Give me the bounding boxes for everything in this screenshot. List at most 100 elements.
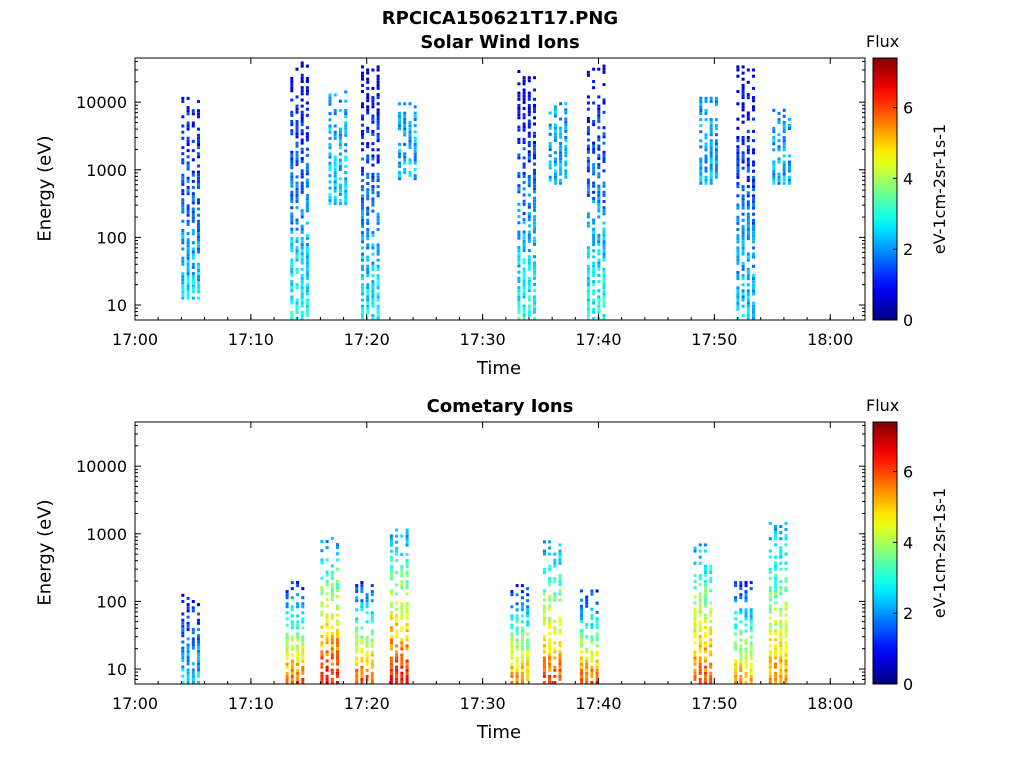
flux-bin [290,626,294,630]
flux-bin [559,169,563,173]
flux-burst [285,581,305,684]
flux-bin [602,157,606,160]
flux-bin [197,152,200,156]
flux-bin [698,604,702,608]
flux-bin [592,150,596,154]
flux-bin [597,107,601,111]
flux-bin [186,106,190,110]
flux-bin [739,647,743,651]
flux-bin [398,155,401,159]
flux-bin [734,665,738,669]
flux-bin [693,580,697,584]
flux-bin [779,589,783,593]
flux-bin [300,129,304,133]
flux-bin [413,174,417,178]
flux-bin [752,200,755,204]
flux-bin [526,632,530,636]
flux-bin [320,589,324,592]
flux-bin [779,647,783,651]
flux-bin [366,292,370,296]
flux-bin [361,255,364,259]
flux-bin [328,143,332,147]
flux-bin [395,540,399,544]
flux-bin [741,218,745,222]
flux-bin [360,681,364,684]
flux-bin [186,596,190,600]
flux-bin [360,650,364,654]
flux-bin [527,76,531,80]
flux-bin [191,281,195,285]
flux-bin [741,261,745,265]
flux-bin [338,143,342,147]
flux-bin [400,641,404,645]
flux-bin [333,133,337,137]
flux-bin [585,598,589,602]
flux-bin [585,623,589,627]
flux-bin [746,157,750,161]
flux-bin [749,626,753,630]
flux-bin [336,589,339,592]
flux-bin [290,261,294,265]
flux-bin [328,192,332,196]
flux-bin [734,678,738,681]
flux-bin [772,181,776,185]
flux-bin [520,614,524,618]
flux-bin [398,161,401,165]
flux-bin [693,610,697,614]
flux-bin [787,163,791,167]
flux-bin [602,126,606,130]
flux-bin [590,592,594,596]
flux-bin [295,184,299,188]
flux-bin [389,656,393,660]
flux-bin [586,317,590,320]
flux-bin [305,203,309,207]
flux-bin [300,147,304,151]
flux-bin [191,247,195,251]
flux-bin [526,656,530,660]
flux-bin [361,221,364,225]
flux-bin [772,178,776,182]
flux-bin [403,121,407,124]
flux-bin [376,194,380,198]
flux-bin [520,596,524,600]
flux-bin [597,267,601,271]
flux-bin [370,599,374,603]
flux-bin [365,638,369,642]
flux-bin [564,160,568,164]
flux-bin [186,253,190,257]
flux-bin [709,671,713,675]
flux-bin [704,145,708,149]
flux-burst [768,521,788,684]
flux-bin [564,111,568,115]
flux-bin [371,261,375,265]
flux-bin [300,157,304,160]
flux-burst [181,593,200,684]
flux-bin [752,274,755,278]
flux-bin [366,283,370,287]
flux-bin [361,129,364,133]
flux-bin [699,163,703,167]
flux-bin [197,244,200,248]
flux-bin [527,276,531,280]
x-tick-label: 17:40 [575,694,621,713]
flux-bin [736,151,740,155]
flux-bin [533,122,536,126]
flux-bin [338,168,342,171]
flux-bin [709,662,713,666]
flux-bin [597,197,601,200]
flux-bin [191,216,195,220]
flux-bin [558,622,562,626]
flux-bin [736,139,740,143]
flux-bin [300,304,304,308]
flux-bin [734,641,738,645]
flux-bin [522,94,526,98]
flux-bin [548,674,552,678]
flux-bin [590,665,594,669]
flux-bin [197,296,200,300]
flux-bin [602,317,606,320]
flux-bin [586,304,590,308]
flux-bin [517,190,521,194]
flux-bin [693,561,697,565]
flux-bin [376,283,380,287]
flux-bin [704,96,708,100]
